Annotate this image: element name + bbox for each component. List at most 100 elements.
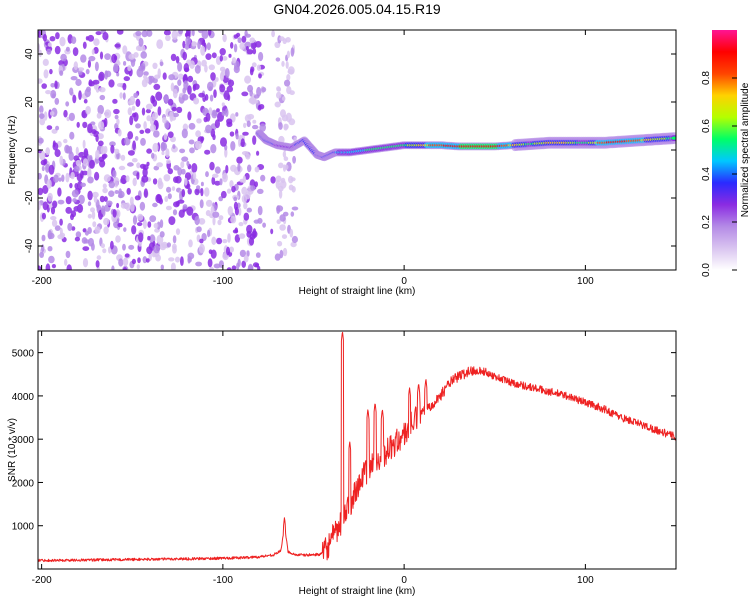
speckle-mark [208,64,215,71]
speckle-mark [146,30,153,37]
speckle-mark [284,164,289,170]
speckle-mark [75,231,82,238]
speckle-mark [238,222,244,227]
snr-y-tick-label: 2000 [12,478,35,489]
speckle-mark [224,68,230,78]
spectrogram-x-tick-label: 100 [577,276,594,287]
speckle-mark [78,194,85,205]
speckle-mark [52,200,58,209]
speckle-mark [72,94,77,104]
speckle-mark [58,177,62,182]
speckle-mark [145,108,151,114]
speckle-mark [175,56,180,64]
speckle-mark [279,36,285,42]
speckle-mark [219,84,226,93]
speckle-mark [147,221,152,228]
speckle-mark [182,40,186,49]
speckle-mark [188,239,193,248]
speckle-mark [50,83,55,88]
speckle-mark [41,165,45,172]
speckle-mark [194,215,200,226]
speckle-mark [140,51,147,59]
speckle-mark [167,168,173,175]
speckle-mark [142,256,147,264]
speckle-mark [141,175,149,183]
speckle-mark [117,128,122,137]
speckle-mark [167,131,174,138]
speckle-mark [38,31,41,38]
speckle-mark [80,54,87,63]
speckle-mark [204,94,209,101]
speckle-mark [155,254,162,262]
speckle-mark [65,206,72,214]
speckle-mark [53,174,59,183]
speckle-mark [241,194,248,204]
speckle-mark [214,119,220,129]
speckle-mark [244,41,252,48]
speckle-mark [95,31,102,36]
speckle-mark [219,55,223,62]
snr-y-tick-label: 1000 [12,522,35,533]
speckle-mark [170,82,175,92]
speckle-mark [47,192,53,202]
speckle-mark [131,258,136,265]
speckle-mark [282,151,287,158]
speckle-mark [176,106,183,114]
speckle-mark [78,90,82,101]
speckle-mark [70,210,77,218]
speckle-mark [163,30,171,36]
spectrogram-y-tick-label: 20 [24,96,35,108]
speckle-mark [165,205,172,211]
speckle-mark [120,202,127,209]
speckle-mark [95,260,100,268]
speckle-mark [136,172,140,180]
speckle-mark [77,180,83,191]
speckle-mark [228,53,232,58]
spectrogram-noise-speckle [38,30,299,270]
speckle-mark [57,199,65,205]
speckle-mark [233,43,238,53]
speckle-mark [285,61,289,69]
speckle-mark [123,61,127,66]
speckle-mark [196,118,202,124]
speckle-mark [43,158,48,165]
speckle-mark [276,205,284,212]
speckle-mark [38,172,42,180]
speckle-mark [45,90,52,95]
speckle-mark [102,248,107,254]
speckle-mark [51,219,58,227]
speckle-mark [87,201,92,207]
speckle-mark [163,133,168,141]
speckle-mark [108,79,115,88]
speckle-mark [155,91,163,101]
speckle-mark [195,261,203,267]
speckle-mark [165,34,171,42]
speckle-mark [276,86,281,92]
speckle-mark [95,149,100,160]
speckle-mark [181,128,188,139]
speckle-mark [118,165,126,171]
speckle-mark [72,47,79,57]
speckle-mark [261,87,267,93]
speckle-mark [279,214,286,222]
speckle-mark [143,71,149,76]
speckle-mark [241,260,246,268]
speckle-mark [177,167,183,176]
speckle-mark [65,196,72,205]
speckle-mark [246,207,252,213]
speckle-mark [259,123,267,132]
speckle-mark [258,51,264,62]
speckle-mark [143,75,148,80]
speckle-mark [124,137,131,146]
speckle-mark [41,234,46,242]
speckle-mark [153,83,161,90]
speckle-mark [49,68,53,75]
speckle-mark [222,239,228,244]
speckle-mark [241,35,247,43]
speckle-mark [114,114,119,120]
speckle-mark [126,187,131,195]
speckle-mark [117,222,123,228]
speckle-mark [177,62,183,72]
speckle-mark [187,188,192,195]
speckle-mark [183,63,189,73]
